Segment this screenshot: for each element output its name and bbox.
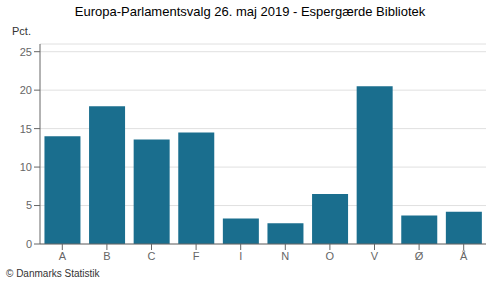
svg-text:25: 25 bbox=[20, 46, 32, 58]
svg-text:I: I bbox=[239, 250, 242, 262]
html-text:© Danmarks Statistik: © Danmarks Statistik bbox=[6, 268, 100, 279]
svg-text:V: V bbox=[371, 250, 379, 262]
svg-text:10: 10 bbox=[20, 161, 32, 173]
svg-text:B: B bbox=[103, 250, 110, 262]
svg-text:N: N bbox=[281, 250, 289, 262]
svg-text:Ø: Ø bbox=[415, 250, 424, 262]
svg-text:O: O bbox=[326, 250, 335, 262]
svg-text:20: 20 bbox=[20, 84, 32, 96]
html-text:Pct.: Pct. bbox=[12, 25, 31, 37]
svg-text:15: 15 bbox=[20, 123, 32, 135]
svg-text:A: A bbox=[59, 250, 67, 262]
svg-text:0: 0 bbox=[26, 238, 32, 250]
svg-text:Å: Å bbox=[460, 250, 468, 262]
svg-text:5: 5 bbox=[26, 199, 32, 211]
svg-text:C: C bbox=[148, 250, 156, 262]
svg-text:F: F bbox=[193, 250, 200, 262]
html-text:Europa-Parlamentsvalg 26. maj: Europa-Parlamentsvalg 26. maj 2019 - Esp… bbox=[74, 4, 426, 19]
